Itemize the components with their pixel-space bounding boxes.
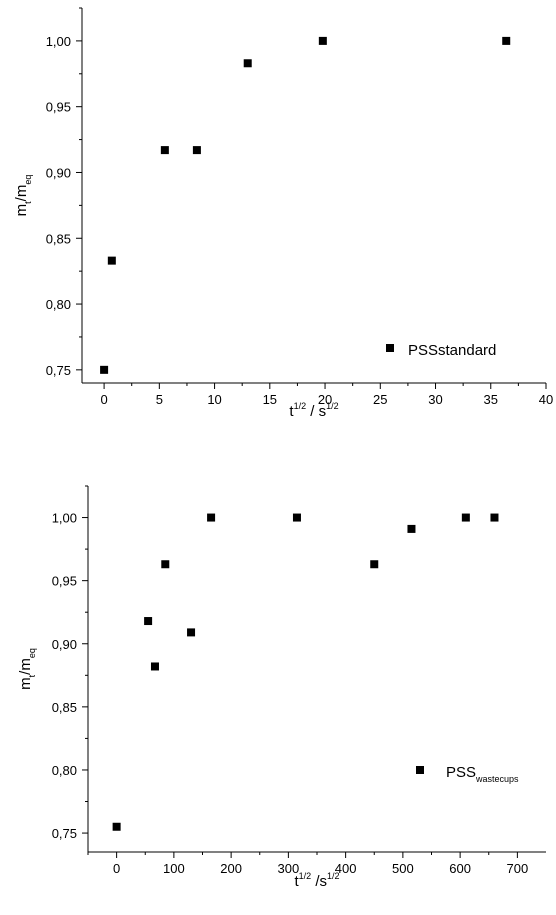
data-point bbox=[370, 560, 379, 569]
x-tick-label: 500 bbox=[392, 861, 414, 876]
x-tick-label: 15 bbox=[263, 392, 277, 407]
x-tick-label: 100 bbox=[163, 861, 185, 876]
x-tick-label: 20 bbox=[318, 392, 332, 407]
data-point bbox=[407, 524, 416, 533]
y-tick-label: 1,00 bbox=[52, 511, 77, 526]
data-point bbox=[207, 513, 216, 522]
y-tick-label: 0,90 bbox=[52, 637, 77, 652]
x-tick-label: 0 bbox=[113, 861, 120, 876]
data-point bbox=[107, 256, 116, 265]
y-tick-label: 0,80 bbox=[46, 297, 71, 312]
data-point bbox=[112, 822, 121, 831]
y-tick-label: 0,80 bbox=[52, 763, 77, 778]
x-tick-label: 40 bbox=[539, 392, 553, 407]
x-tick-label: 700 bbox=[507, 861, 529, 876]
legend-label: PSSwastecups bbox=[446, 764, 519, 784]
chart-pss-wastecups: 0 100 200 300 400 500 600 700 0,75 0,80 0,85 0,90 0,… bbox=[17, 485, 546, 890]
x-tick-label: 10 bbox=[207, 392, 221, 407]
y-axis-label: mt/meq bbox=[17, 648, 37, 690]
data-point bbox=[292, 513, 301, 522]
x-tick-label: 25 bbox=[373, 392, 387, 407]
x-tick-label: 600 bbox=[449, 861, 471, 876]
data-point bbox=[144, 617, 153, 626]
y-tick-label: 0,95 bbox=[52, 574, 77, 589]
x-tick-label: 200 bbox=[220, 861, 242, 876]
x-axis-label: t1/2 /s1/2 bbox=[294, 871, 339, 890]
data-point bbox=[318, 36, 327, 45]
x-tick-label: 400 bbox=[335, 861, 357, 876]
x-tick-label: 5 bbox=[156, 392, 163, 407]
data-point bbox=[161, 560, 170, 569]
y-axis-label: mt/meq bbox=[13, 175, 33, 217]
data-point bbox=[192, 146, 201, 155]
data-point bbox=[461, 513, 470, 522]
x-tick-label: 35 bbox=[484, 392, 498, 407]
data-point bbox=[187, 628, 196, 637]
y-tick-label: 0,85 bbox=[52, 700, 77, 715]
data-point bbox=[502, 36, 511, 45]
x-tick-label: 30 bbox=[428, 392, 442, 407]
data-point bbox=[243, 59, 252, 68]
x-tick-label: 300 bbox=[278, 861, 300, 876]
legend-marker bbox=[386, 344, 394, 352]
y-tick-label: 1,00 bbox=[46, 34, 71, 49]
x-axis-label: t1/2 / s1/2 bbox=[289, 401, 338, 420]
y-tick-label: 0,90 bbox=[46, 165, 71, 180]
y-tick-label: 0,95 bbox=[46, 100, 71, 115]
chart-pss-standard: 0 5 10 15 20 25 30 35 40 0,75 0,80 0,85 0,90 0,95 1,00… bbox=[13, 7, 553, 420]
data-point bbox=[100, 365, 109, 374]
x-tick-label: 0 bbox=[100, 392, 107, 407]
y-tick-label: 0,75 bbox=[52, 826, 77, 841]
y-tick-label: 0,75 bbox=[46, 363, 71, 378]
y-tick-label: 0,85 bbox=[46, 231, 71, 246]
data-point bbox=[160, 146, 169, 155]
legend-label: PSSstandard bbox=[408, 342, 496, 359]
data-point bbox=[150, 662, 159, 671]
data-point bbox=[490, 513, 499, 522]
legend-marker bbox=[416, 766, 424, 774]
